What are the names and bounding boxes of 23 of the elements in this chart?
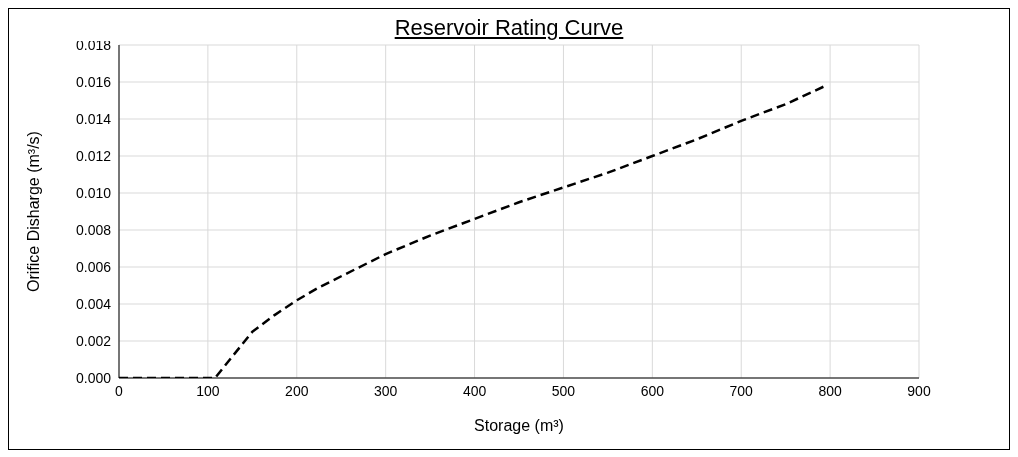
- x-tick-label: 700: [729, 382, 754, 399]
- x-tick-label: 200: [285, 382, 309, 399]
- x-tick-label: 0: [115, 382, 124, 399]
- y-tick-label: 0.012: [75, 147, 112, 164]
- y-tick-label: 0.016: [75, 73, 112, 90]
- y-tick-label: 0.006: [75, 258, 112, 275]
- y-tick-label: 0.002: [75, 332, 112, 349]
- y-tick-label: 0.004: [75, 295, 112, 312]
- x-tick-label: 300: [373, 382, 398, 399]
- y-tick-label: 0.008: [75, 221, 112, 238]
- y-axis-title: Orifice Disharge (m³/s): [24, 131, 42, 292]
- y-tick-label: 0.000: [75, 369, 112, 386]
- y-tick-label: 0.010: [75, 184, 112, 201]
- x-tick-label: 600: [640, 382, 665, 399]
- x-tick-label: 100: [196, 382, 220, 399]
- x-tick-label: 500: [551, 382, 576, 399]
- x-axis-title: Storage (m³): [474, 417, 564, 435]
- y-tick-label: 0.014: [75, 110, 112, 127]
- y-tick-label: 0.018: [75, 36, 112, 53]
- x-tick-label: 400: [462, 382, 487, 399]
- x-tick-label: 800: [818, 382, 842, 399]
- chart-title: Reservoir Rating Curve: [394, 15, 624, 40]
- x-tick-label: 900: [907, 382, 931, 399]
